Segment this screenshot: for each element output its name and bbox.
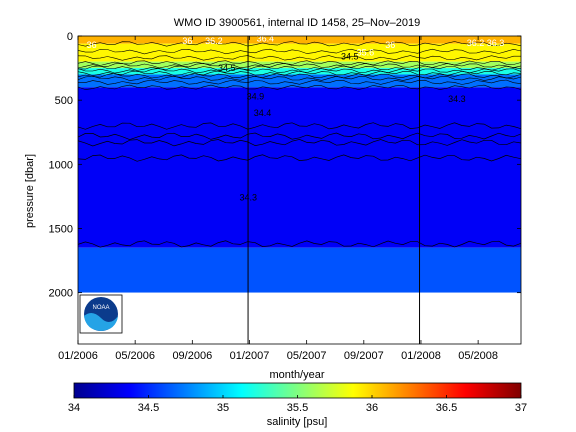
- contour-line-shallow-4: [78, 62, 521, 69]
- salinity-layer-0: [78, 36, 521, 44]
- x-tick-label-0: 01/2006: [58, 350, 98, 362]
- contour-line-deep-1: [78, 132, 521, 140]
- y-tick-label-1: 500: [55, 95, 73, 107]
- x-axis: 01/2006 05/2006 09/2006 01/2007 05/2007 09/20…: [58, 36, 498, 362]
- y-tick-label-3: 1500: [49, 224, 73, 236]
- colorbar-tick-label-0: 34: [68, 402, 80, 414]
- contour-label-7: 36.3: [487, 38, 505, 48]
- contour-label-9: 34.5: [341, 52, 359, 62]
- contour-line-shallow-8: [78, 73, 521, 79]
- contour-lines: [78, 41, 521, 248]
- contour-label-5: 36: [385, 40, 395, 50]
- contour-label-4: 35.6: [357, 48, 375, 58]
- contour-label-12: 34.3: [448, 94, 466, 104]
- x-tick-label-3: 01/2007: [230, 350, 270, 362]
- contour-line-shallow-11: [78, 84, 521, 90]
- salinity-layer-5: [78, 87, 521, 248]
- contour-labels: 36 36 36.2 36.435.636 36.2 36.334.534.534.934…: [87, 34, 505, 203]
- y-tick-label-2: 1000: [49, 159, 73, 171]
- contour-label-8: 34.5: [218, 63, 236, 73]
- x-tick-label-5: 09/2007: [344, 350, 384, 362]
- x-tick-label-2: 09/2006: [172, 350, 212, 362]
- contour-line-shallow-1: [78, 48, 521, 55]
- colorbar-tick-label-2: 35: [217, 402, 229, 414]
- x-tick-label-6: 01/2008: [401, 350, 441, 362]
- colorbar-tick-label-6: 37: [515, 402, 527, 414]
- contour-line-deep-3: [78, 154, 521, 162]
- contour-line-deep-4: [78, 240, 521, 248]
- noaa-logo: NOAA: [79, 294, 123, 334]
- contour-label-1: 36: [182, 36, 192, 46]
- y-tick-label-4: 2000: [49, 288, 73, 300]
- contour-label-13: 34.3: [239, 193, 257, 203]
- contour-line-shallow-10: [78, 79, 521, 85]
- colorbar-tick-label-1: 34.5: [138, 402, 159, 414]
- contour-line-shallow-0: [78, 41, 521, 47]
- salinity-layer-2: [78, 61, 521, 69]
- y-axis: 0 500 1000 1500 2000: [49, 31, 521, 300]
- salinity-layer-1: [78, 43, 521, 62]
- contour-label-3: 36.4: [257, 34, 275, 44]
- contour-label-2: 36.2: [205, 36, 223, 46]
- colorbar-tick-label-5: 36.5: [436, 402, 457, 414]
- contour-label-10: 34.9: [247, 91, 265, 101]
- x-tick-label-7: 05/2008: [458, 350, 498, 362]
- contour-line-deep-0: [78, 122, 521, 130]
- contour-label-6: 36.2: [467, 38, 485, 48]
- plot-frame: [77, 35, 522, 345]
- contour-line-shallow-5: [78, 65, 521, 71]
- contour-line-shallow-9: [78, 75, 521, 81]
- x-tick-label-4: 05/2007: [287, 350, 327, 362]
- x-axis-label: month/year: [269, 369, 324, 381]
- contour-line-shallow-2: [78, 55, 521, 61]
- contour-line-deep-2: [78, 139, 521, 147]
- salinity-layer-6: [78, 247, 521, 293]
- y-tick-label-0: 0: [67, 31, 73, 43]
- colorbar-label: salinity [psu]: [267, 416, 328, 428]
- noaa-logo-text: NOAA: [92, 305, 109, 311]
- year-separator-lines: [247, 36, 421, 344]
- contour-label-0: 36: [87, 40, 97, 50]
- colorbar-ticks: 34 34.5 35 35.5 36 36.5 37: [68, 395, 527, 414]
- contour-label-11: 34.4: [254, 108, 272, 118]
- colorbar-tick-label-3: 35.5: [287, 402, 308, 414]
- y-axis-label: pressure [dbar]: [24, 154, 36, 228]
- no-data-region: [78, 292, 521, 344]
- colorbar-tick-label-4: 36: [366, 402, 378, 414]
- chart-title: WMO ID 3900561, internal ID 1458, 25–Nov…: [174, 17, 420, 29]
- x-tick-label-1: 05/2006: [115, 350, 155, 362]
